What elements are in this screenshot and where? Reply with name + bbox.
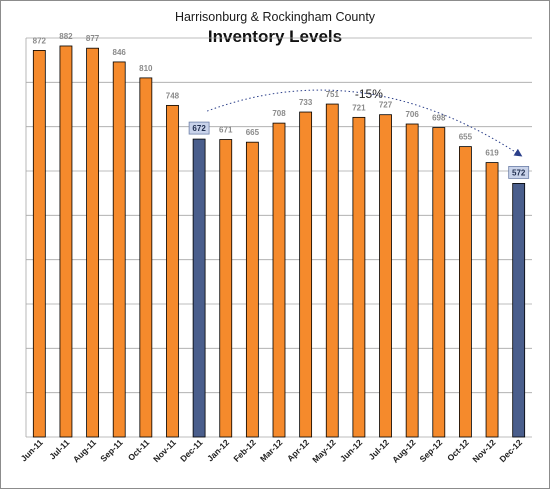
data-label: 698 — [432, 114, 446, 123]
x-tick-label: Apr-12 — [285, 437, 311, 463]
data-label-box — [188, 121, 210, 135]
data-labels: 872 882 877 846 810 748 672 671 665 708 733 751 721 7… — [33, 32, 530, 179]
data-label: 751 — [326, 90, 340, 99]
x-tick-label: Oct-11 — [126, 437, 152, 463]
data-label: 671 — [219, 126, 233, 135]
bars — [32, 45, 526, 438]
x-tick-label: Mar-12 — [258, 437, 285, 464]
bar-jan-12 — [219, 139, 233, 438]
bar-aug-12 — [405, 123, 419, 438]
bar-aug-11 — [86, 47, 99, 438]
data-label-box — [508, 166, 530, 179]
bar-sep-12 — [432, 127, 446, 438]
data-label: 748 — [166, 91, 180, 100]
x-tick-label: Oct-12 — [445, 437, 471, 463]
x-tick-label: May-12 — [310, 437, 338, 465]
x-tick-label: Sep-11 — [98, 437, 125, 464]
x-tick-label: Nov-11 — [151, 437, 178, 464]
data-label: 721 — [352, 103, 366, 112]
change-annotation: -15% — [355, 87, 383, 101]
data-label: 672 — [192, 124, 206, 133]
data-label: 882 — [59, 32, 73, 41]
bar-jun-11 — [32, 50, 46, 438]
x-tick-label: Jun-11 — [19, 437, 45, 463]
bar-sep-11 — [112, 61, 126, 438]
bar-dec-12 — [512, 183, 526, 438]
bar-apr-12 — [299, 111, 313, 438]
x-tick-label: Aug-12 — [390, 437, 418, 465]
chart-subtitle: Inventory Levels — [207, 27, 343, 46]
x-tick-label: Sep-12 — [417, 437, 444, 464]
bar-nov-12 — [485, 162, 499, 438]
bar-jun-12 — [352, 116, 366, 438]
annotation: -15% — [206, 87, 523, 157]
data-label: 665 — [246, 128, 260, 137]
bar-jul-11 — [59, 45, 73, 438]
data-label: 877 — [86, 34, 100, 43]
data-label: 733 — [299, 98, 313, 107]
bar-nov-11 — [166, 104, 179, 438]
bar-oct-11 — [139, 77, 153, 438]
data-label: 655 — [459, 133, 473, 142]
data-label: 619 — [485, 149, 499, 158]
x-tick-label: Nov-12 — [470, 437, 497, 464]
data-label: 810 — [139, 64, 153, 73]
x-tick-label: Dec-11 — [178, 437, 205, 464]
x-tick-label: Dec-12 — [497, 437, 524, 464]
bar-may-12 — [325, 103, 339, 438]
x-tick-label: Feb-12 — [231, 437, 258, 464]
bar-feb-12 — [245, 141, 259, 438]
x-tick-labels: Jun-11 Jul-11 Aug-11 Sep-11 Oct-11 Nov-11 Dec-… — [19, 437, 525, 465]
bar-oct-12 — [459, 146, 472, 438]
bar-dec-11 — [192, 138, 206, 438]
x-tick-label: Jan-12 — [205, 437, 231, 463]
data-label: 872 — [33, 36, 47, 45]
x-tick-label: Aug-11 — [71, 437, 98, 464]
data-label: 708 — [272, 109, 286, 118]
data-label: 846 — [113, 48, 127, 57]
chart-title: Harrisonburg & Rockingham County — [174, 10, 376, 24]
x-tick-label: Jul-12 — [366, 437, 391, 462]
data-label: 706 — [405, 110, 419, 119]
bar-mar-12 — [272, 122, 286, 438]
data-label: 572 — [512, 168, 526, 177]
x-tick-label: Jun-12 — [338, 437, 365, 464]
x-tick-label: Jul-11 — [47, 437, 71, 461]
bar-jul-12 — [379, 114, 392, 438]
data-label: 727 — [379, 101, 393, 110]
